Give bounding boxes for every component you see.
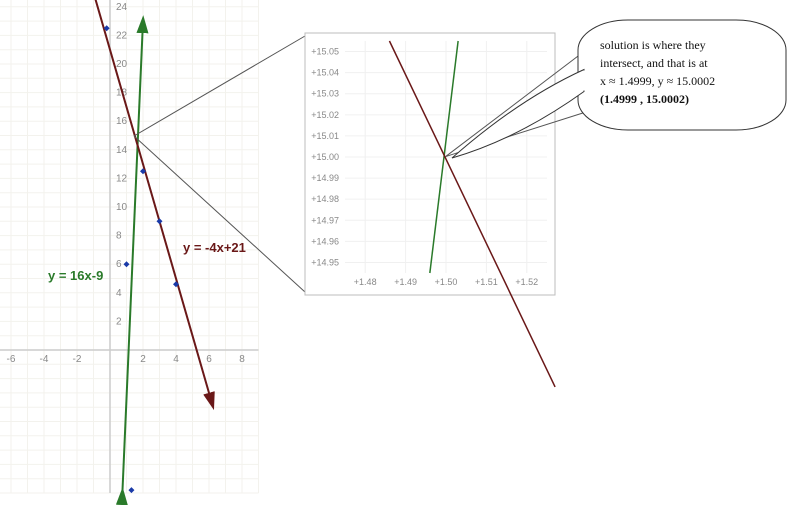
callout-line1: solution is where they (600, 38, 706, 52)
figure-root: { "main_chart": { "type": "line", "backg… (0, 0, 800, 511)
callout-line4: (1.4999 , 15.0002) (600, 92, 689, 106)
callout-text: solution is where they intersect, and th… (600, 36, 772, 108)
callout-line2: intersect, and that is at (600, 56, 708, 70)
callout-line3: x ≈ 1.4999, y ≈ 15.0002 (600, 74, 715, 88)
